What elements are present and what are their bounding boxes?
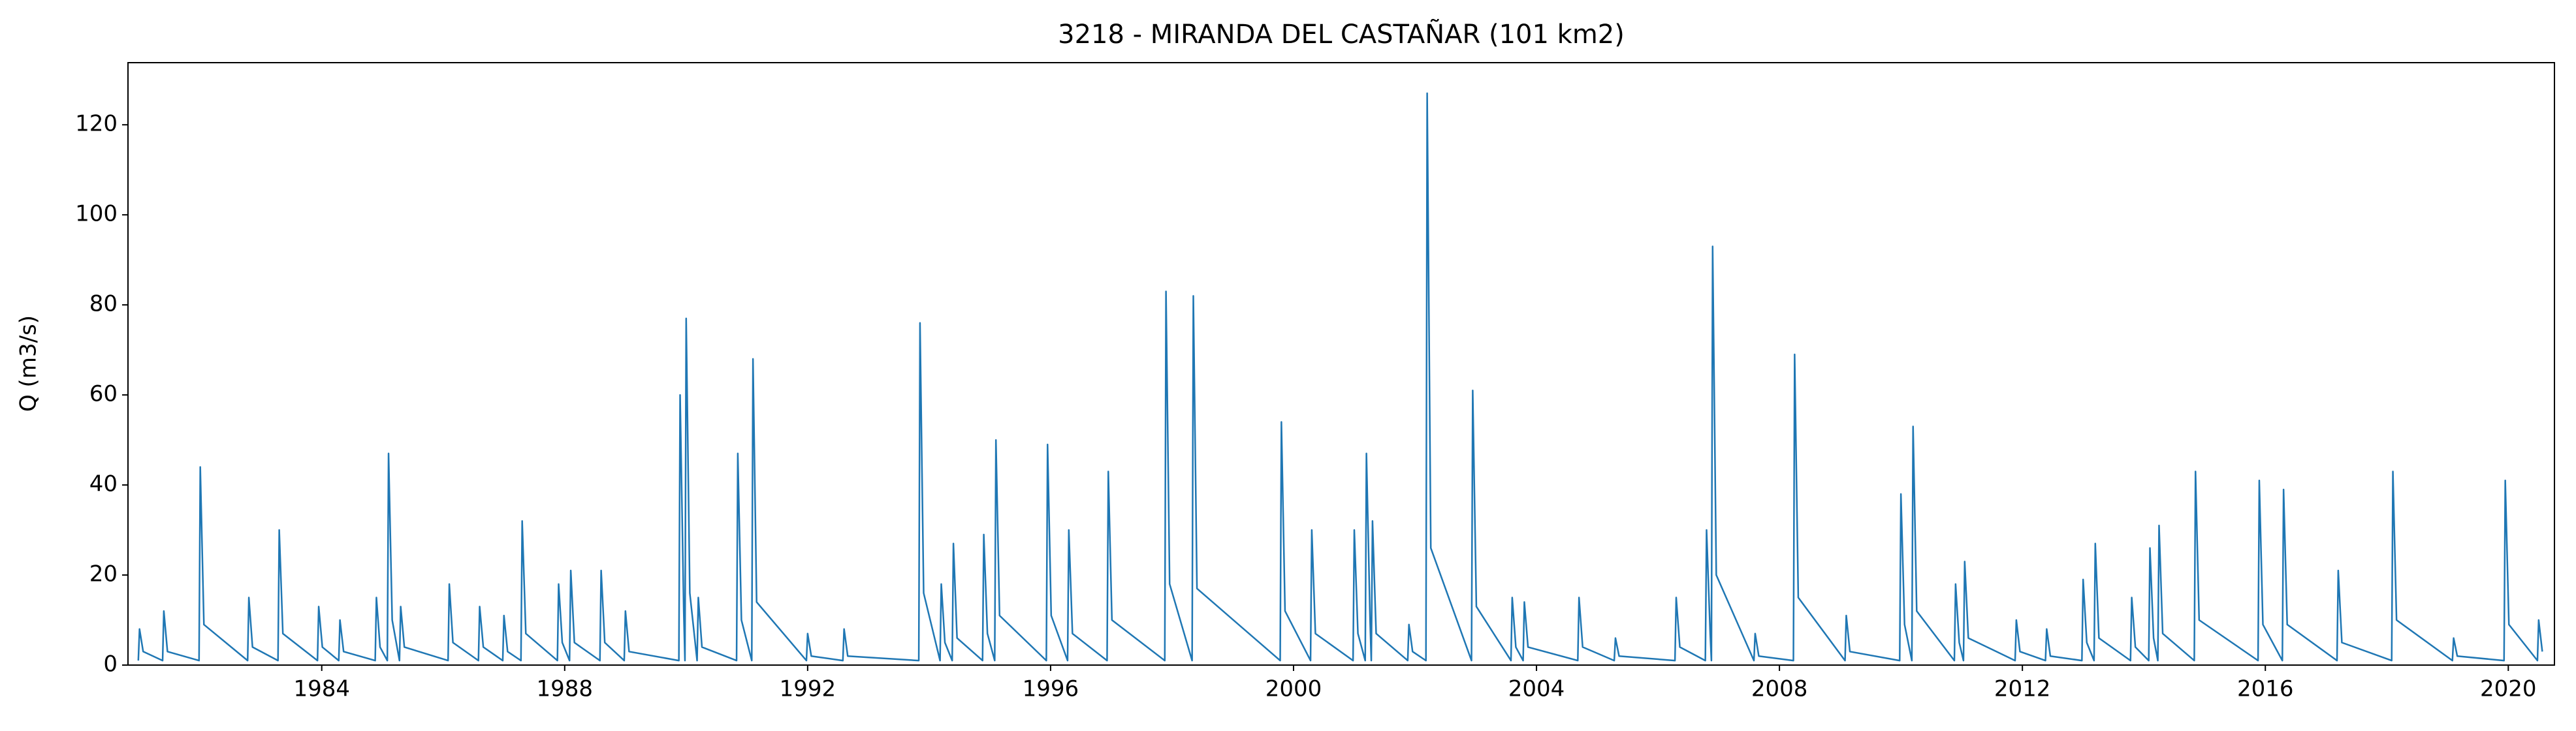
y-axis-label: Q (m3/s)	[16, 315, 42, 412]
x-tick-label: 2020	[2480, 676, 2537, 702]
y-tick-label: 40	[89, 471, 118, 497]
y-tick-label: 0	[103, 651, 118, 677]
y-tick-label: 80	[89, 291, 118, 317]
series-line	[137, 92, 2543, 662]
x-tick-label: 2016	[2237, 676, 2294, 702]
y-tick-label: 20	[89, 561, 118, 587]
chart-title: 3218 - MIRANDA DEL CASTAÑAR (101 km2)	[1058, 18, 1625, 50]
x-tick-label: 1996	[1023, 676, 1079, 702]
y-tick-label: 100	[75, 201, 118, 227]
x-tick-label: 1988	[537, 676, 594, 702]
plot-frame	[127, 62, 2555, 666]
y-tick-label: 120	[75, 111, 118, 137]
x-tick-label: 2012	[1994, 676, 2051, 702]
x-tick-label: 2004	[1508, 676, 1565, 702]
y-tick-label: 60	[89, 381, 118, 407]
x-tick-label: 2000	[1265, 676, 1322, 702]
x-tick-label: 1992	[780, 676, 836, 702]
x-tick-label: 1984	[293, 676, 350, 702]
x-tick-label: 2008	[1751, 676, 1808, 702]
